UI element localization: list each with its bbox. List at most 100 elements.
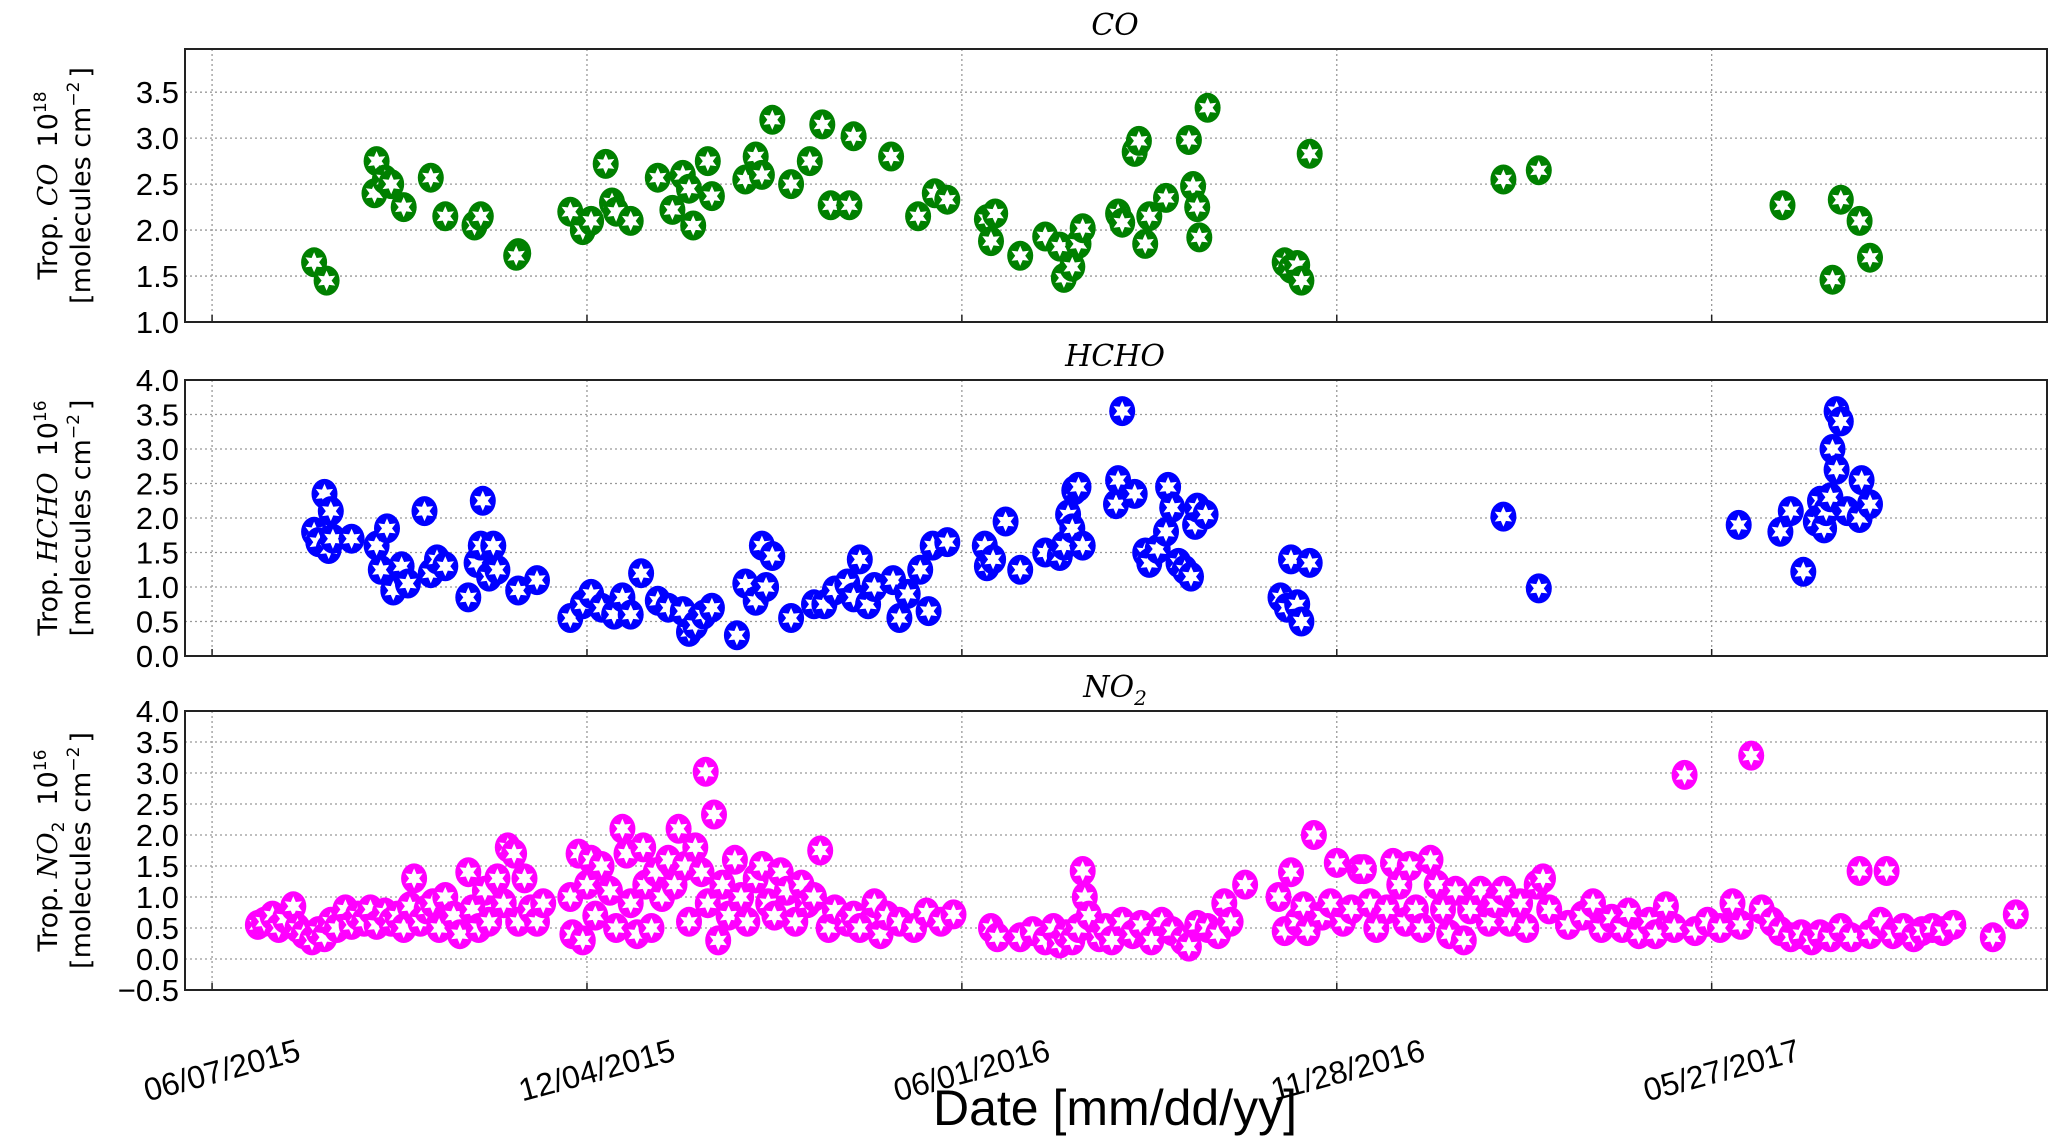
data-point bbox=[484, 863, 511, 894]
marker-star-icon bbox=[636, 874, 654, 895]
marker-star-icon bbox=[1184, 176, 1202, 196]
data-point bbox=[480, 530, 507, 561]
marker-star-icon bbox=[705, 804, 723, 825]
marker-star-icon bbox=[480, 911, 498, 932]
marker-star-icon bbox=[613, 587, 632, 608]
data-point bbox=[1661, 913, 1688, 943]
marker-star-icon bbox=[372, 559, 390, 580]
marker-star-icon bbox=[1861, 494, 1879, 515]
data-point bbox=[411, 496, 438, 527]
marker-star-icon bbox=[697, 761, 715, 782]
marker-star-icon bbox=[865, 893, 884, 914]
marker-star-icon bbox=[986, 203, 1004, 224]
y-tick-label: 1.0 bbox=[136, 880, 179, 915]
marker-star-icon bbox=[445, 905, 463, 926]
marker-star-icon bbox=[622, 604, 640, 625]
marker-star-icon bbox=[813, 114, 831, 135]
data-point bbox=[878, 141, 905, 172]
marker-star-icon bbox=[1282, 549, 1300, 570]
marker-star-icon bbox=[753, 164, 771, 185]
marker-star-icon bbox=[592, 597, 611, 618]
marker-star-icon bbox=[605, 604, 623, 625]
data-point bbox=[455, 582, 482, 613]
x-tick-label: 06/07/2015 bbox=[140, 1032, 304, 1108]
marker-star-icon bbox=[1126, 483, 1144, 504]
marker-star-icon bbox=[1103, 930, 1121, 951]
ylabel-units: [molecules cm bbox=[66, 772, 97, 969]
marker-star-icon bbox=[1823, 269, 1842, 290]
marker-star-icon bbox=[649, 167, 667, 188]
title-text: CO bbox=[1091, 8, 1139, 43]
data-point bbox=[778, 169, 805, 200]
data-point bbox=[1350, 854, 1377, 885]
marker-star-icon bbox=[653, 887, 671, 907]
data-points bbox=[244, 740, 2029, 962]
y-tick-label: 2.0 bbox=[136, 818, 179, 853]
marker-star-icon bbox=[747, 590, 765, 611]
marker-star-icon bbox=[1401, 856, 1419, 876]
marker-star-icon bbox=[1559, 914, 1577, 935]
marker-star-icon bbox=[805, 887, 823, 907]
ylabel-close: ] bbox=[66, 67, 97, 78]
marker-star-icon bbox=[342, 528, 361, 549]
x-tick-label: 05/27/2017 bbox=[1639, 1032, 1803, 1108]
data-points bbox=[301, 396, 1883, 651]
marker-star-icon bbox=[324, 528, 342, 549]
marker-star-icon bbox=[592, 856, 611, 876]
marker-star-icon bbox=[851, 918, 869, 938]
marker-star-icon bbox=[1076, 887, 1094, 907]
marker-star-icon bbox=[674, 164, 692, 185]
marker-star-icon bbox=[692, 862, 711, 883]
axes-frame bbox=[184, 379, 2048, 657]
data-point bbox=[1186, 222, 1213, 253]
data-point bbox=[1507, 888, 1534, 919]
marker-star-icon bbox=[1188, 197, 1206, 218]
subplot-title: NO2 bbox=[1082, 670, 1147, 710]
data-point bbox=[676, 906, 702, 937]
marker-star-icon bbox=[1494, 880, 1513, 901]
marker-star-icon bbox=[1771, 521, 1790, 542]
marker-star-icon bbox=[1288, 255, 1306, 275]
marker-star-icon bbox=[507, 245, 525, 266]
marker-star-icon bbox=[1711, 918, 1729, 938]
data-point bbox=[1530, 863, 1556, 894]
marker-star-icon bbox=[982, 231, 1000, 252]
marker-star-icon bbox=[1157, 187, 1175, 208]
marker-star-icon bbox=[801, 151, 819, 172]
marker-star-icon bbox=[1163, 497, 1181, 518]
data-point bbox=[455, 857, 482, 888]
data-point bbox=[980, 544, 1007, 575]
data-point bbox=[1857, 489, 1883, 520]
y-tick-label: −0.5 bbox=[118, 973, 179, 1008]
marker-star-icon bbox=[680, 178, 698, 199]
axes-frame bbox=[184, 48, 2048, 323]
marker-star-icon bbox=[1742, 745, 1760, 766]
data-point bbox=[761, 900, 788, 931]
marker-star-icon bbox=[1815, 518, 1833, 539]
data-point bbox=[676, 173, 702, 204]
marker-star-icon bbox=[865, 577, 884, 597]
data-point bbox=[807, 835, 834, 866]
marker-star-icon bbox=[1540, 899, 1558, 920]
data-point bbox=[1738, 740, 1765, 771]
marker-star-icon bbox=[1113, 911, 1131, 932]
marker-star-icon bbox=[851, 549, 869, 570]
data-point bbox=[1175, 125, 1202, 155]
y-tick-label: 0.0 bbox=[136, 942, 179, 977]
marker-star-icon bbox=[484, 535, 502, 556]
marker-star-icon bbox=[1686, 921, 1704, 942]
marker-star-icon bbox=[613, 818, 632, 839]
data-point bbox=[1769, 190, 1796, 221]
marker-star-icon bbox=[467, 552, 486, 573]
data-point bbox=[759, 541, 786, 571]
marker-star-icon bbox=[1142, 930, 1161, 951]
y-tick-label: 1.5 bbox=[136, 849, 179, 884]
marker-star-icon bbox=[1461, 899, 1479, 920]
marker-star-icon bbox=[1305, 825, 1323, 845]
data-point bbox=[1490, 501, 1517, 532]
data-point bbox=[501, 838, 528, 869]
marker-star-icon bbox=[709, 930, 727, 951]
y-tick-label: 3.0 bbox=[136, 432, 179, 467]
marker-star-icon bbox=[1384, 852, 1402, 873]
title-text: NO bbox=[1082, 670, 1134, 705]
